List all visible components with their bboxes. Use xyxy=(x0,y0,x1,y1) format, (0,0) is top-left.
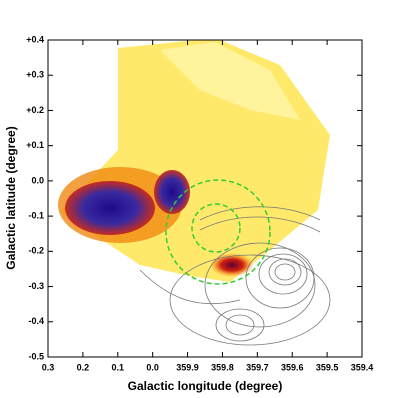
y-axis-title: Galactic latitude (degree) xyxy=(4,126,18,269)
x-tick-label: 359.8 xyxy=(211,362,234,372)
region-circles xyxy=(165,179,271,285)
plot-frame xyxy=(47,39,363,358)
image-layer xyxy=(58,40,331,346)
y-tick-label: -0.3 xyxy=(28,281,44,291)
y-tick-label: -0.2 xyxy=(28,246,44,256)
y-tick-label: -0.5 xyxy=(28,351,44,361)
x-tick-label: 359.6 xyxy=(281,362,304,372)
x-tick-label: 359.9 xyxy=(176,362,199,372)
x-tick-label: 0.2 xyxy=(77,362,90,372)
xray-source xyxy=(210,253,254,277)
xray-peak xyxy=(154,170,190,214)
y-tick-label: -0.4 xyxy=(28,316,44,326)
x-tick-label: 359.4 xyxy=(351,362,374,372)
y-tick-label: +0.3 xyxy=(26,70,44,80)
x-tick-label: 0.1 xyxy=(112,362,125,372)
xray-faint xyxy=(160,42,300,120)
y-tick-label: 0.0 xyxy=(31,175,44,185)
x-tick-label: 0.0 xyxy=(146,362,159,372)
x-tick-label: 0.3 xyxy=(42,362,55,372)
y-tick-label: +0.2 xyxy=(26,105,44,115)
y-tick-label: +0.1 xyxy=(26,140,44,150)
x-tick-label: 359.7 xyxy=(246,362,269,372)
x-axis-title: Galactic longitude (degree) xyxy=(128,379,283,393)
xray-peak xyxy=(65,181,155,235)
y-tick-label: +0.4 xyxy=(26,34,44,44)
y-tick-label: -0.1 xyxy=(28,210,44,220)
x-tick-label: 359.5 xyxy=(316,362,339,372)
radio-contours xyxy=(139,206,331,346)
